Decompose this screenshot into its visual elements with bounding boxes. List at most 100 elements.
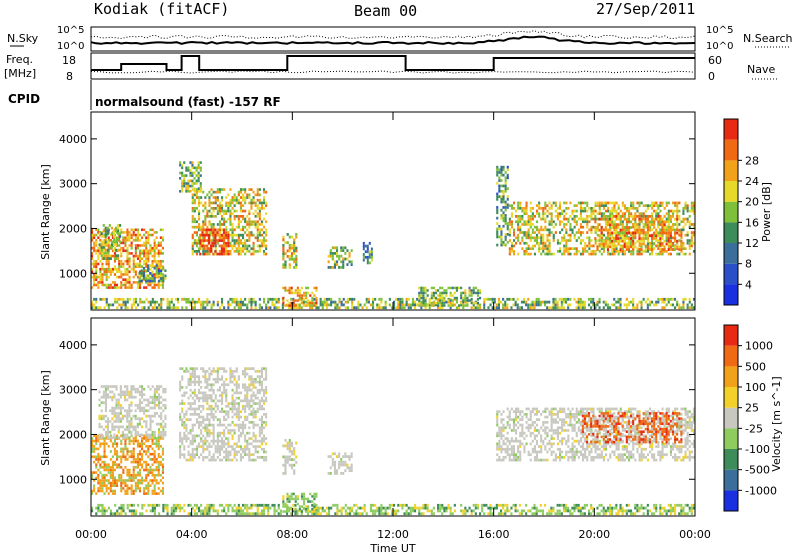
scatter-cell (111, 286, 114, 289)
scatter-cell (665, 297, 668, 301)
scatter-cell (103, 481, 106, 485)
scatter-cell (286, 299, 289, 302)
scatter-cell (105, 437, 108, 440)
scatter-cell (237, 233, 240, 237)
scatter-cell (229, 250, 232, 253)
scatter-cell (218, 207, 221, 210)
scatter-cell (172, 303, 175, 307)
scatter-cell (118, 244, 121, 247)
scatter-cell (244, 231, 247, 234)
scatter-cell (258, 303, 261, 307)
scatter-cell (582, 252, 585, 256)
scatter-cell (130, 395, 133, 399)
scatter-cell (453, 303, 456, 307)
scatter-cell (596, 228, 599, 232)
freq-tick-high: 18 (62, 54, 76, 67)
scatter-cell (331, 252, 334, 255)
scatter-cell (692, 297, 695, 301)
scatter-cell (201, 231, 204, 234)
scatter-cell (206, 193, 209, 197)
scatter-cell (378, 303, 381, 307)
scatter-cell (590, 503, 593, 507)
scatter-cell (93, 297, 96, 301)
scatter-cell (554, 306, 557, 310)
scatter-cell (523, 300, 526, 304)
scatter-cell (531, 506, 534, 510)
scatter-cell (671, 248, 674, 251)
scatter-cell (118, 479, 121, 482)
scatter-cell (531, 215, 534, 218)
scatter-cell (515, 220, 518, 224)
scatter-cell (159, 260, 162, 263)
scatter-cell (223, 209, 226, 213)
scatter-cell (688, 509, 691, 513)
scatter-cell (136, 236, 139, 239)
scatter-cell (181, 184, 184, 188)
scatter-cell (390, 306, 393, 310)
scatter-cell (256, 506, 259, 510)
scatter-cell (338, 257, 341, 261)
scatter-cell (334, 503, 337, 507)
scatter-cell (527, 223, 530, 226)
scatter-cell (665, 204, 668, 207)
scatter-cell (201, 233, 204, 237)
scatter-cell (506, 241, 509, 244)
scatter-cell (111, 270, 114, 274)
scatter-cell (101, 267, 104, 271)
scatter-cell (533, 239, 536, 242)
scatter-cell (517, 204, 520, 207)
scatter-cell (422, 301, 425, 305)
scatter-cell (107, 306, 110, 310)
scatter-cell (244, 252, 247, 256)
scatter-cell (680, 512, 683, 516)
scatter-cell (559, 207, 562, 210)
scatter-cell (569, 228, 572, 232)
scatter-cell (117, 428, 120, 431)
scatter-cell (372, 300, 375, 304)
scatter-cell (447, 286, 450, 290)
scatter-cell (132, 300, 135, 304)
freq-panel: Freq. [MHz] 18 8 60 0 Nave (4, 52, 778, 83)
scatter-cell (147, 236, 150, 239)
scatter-cell (147, 503, 150, 507)
scatter-cell (263, 236, 266, 240)
scatter-cell (513, 201, 516, 205)
scatter-cell (275, 300, 278, 304)
scatter-cell (611, 212, 614, 215)
scatter-cell (640, 503, 643, 507)
scatter-cell (221, 207, 224, 210)
scatter-cell (93, 479, 96, 482)
scatter-cell (619, 506, 622, 510)
scatter-cell (627, 215, 630, 218)
scatter-cell (134, 273, 137, 276)
scatter-cell (231, 198, 234, 202)
scatter-cell (646, 204, 649, 207)
scatter-cell (149, 445, 152, 448)
scatter-cell (200, 300, 203, 304)
scatter-cell (525, 220, 528, 224)
scatter-cell (661, 226, 664, 229)
scatter-cell (195, 241, 198, 245)
scatter-cell (577, 503, 580, 507)
scatter-cell (99, 442, 102, 445)
scatter-cell (147, 398, 150, 402)
scatter-cell (665, 237, 668, 240)
scatter-cell (613, 204, 616, 207)
scatter-cell (115, 248, 118, 252)
scatter-cell (130, 417, 133, 421)
scatter-cell (678, 233, 681, 237)
scatter-cell (661, 297, 664, 301)
scatter-cell (195, 169, 198, 172)
scatter-cell (661, 231, 664, 235)
scatter-cell (199, 174, 202, 177)
scatter-cell (607, 207, 610, 210)
scatter-cell (160, 279, 163, 283)
scatter-cell (651, 212, 654, 215)
scatter-cell (604, 215, 607, 218)
scatter-cell (151, 277, 154, 280)
scatter-cell (634, 506, 637, 510)
scatter-cell (256, 239, 259, 242)
scatter-cell (141, 401, 144, 404)
scatter-cell (514, 509, 517, 513)
scatter-cell (533, 506, 536, 510)
